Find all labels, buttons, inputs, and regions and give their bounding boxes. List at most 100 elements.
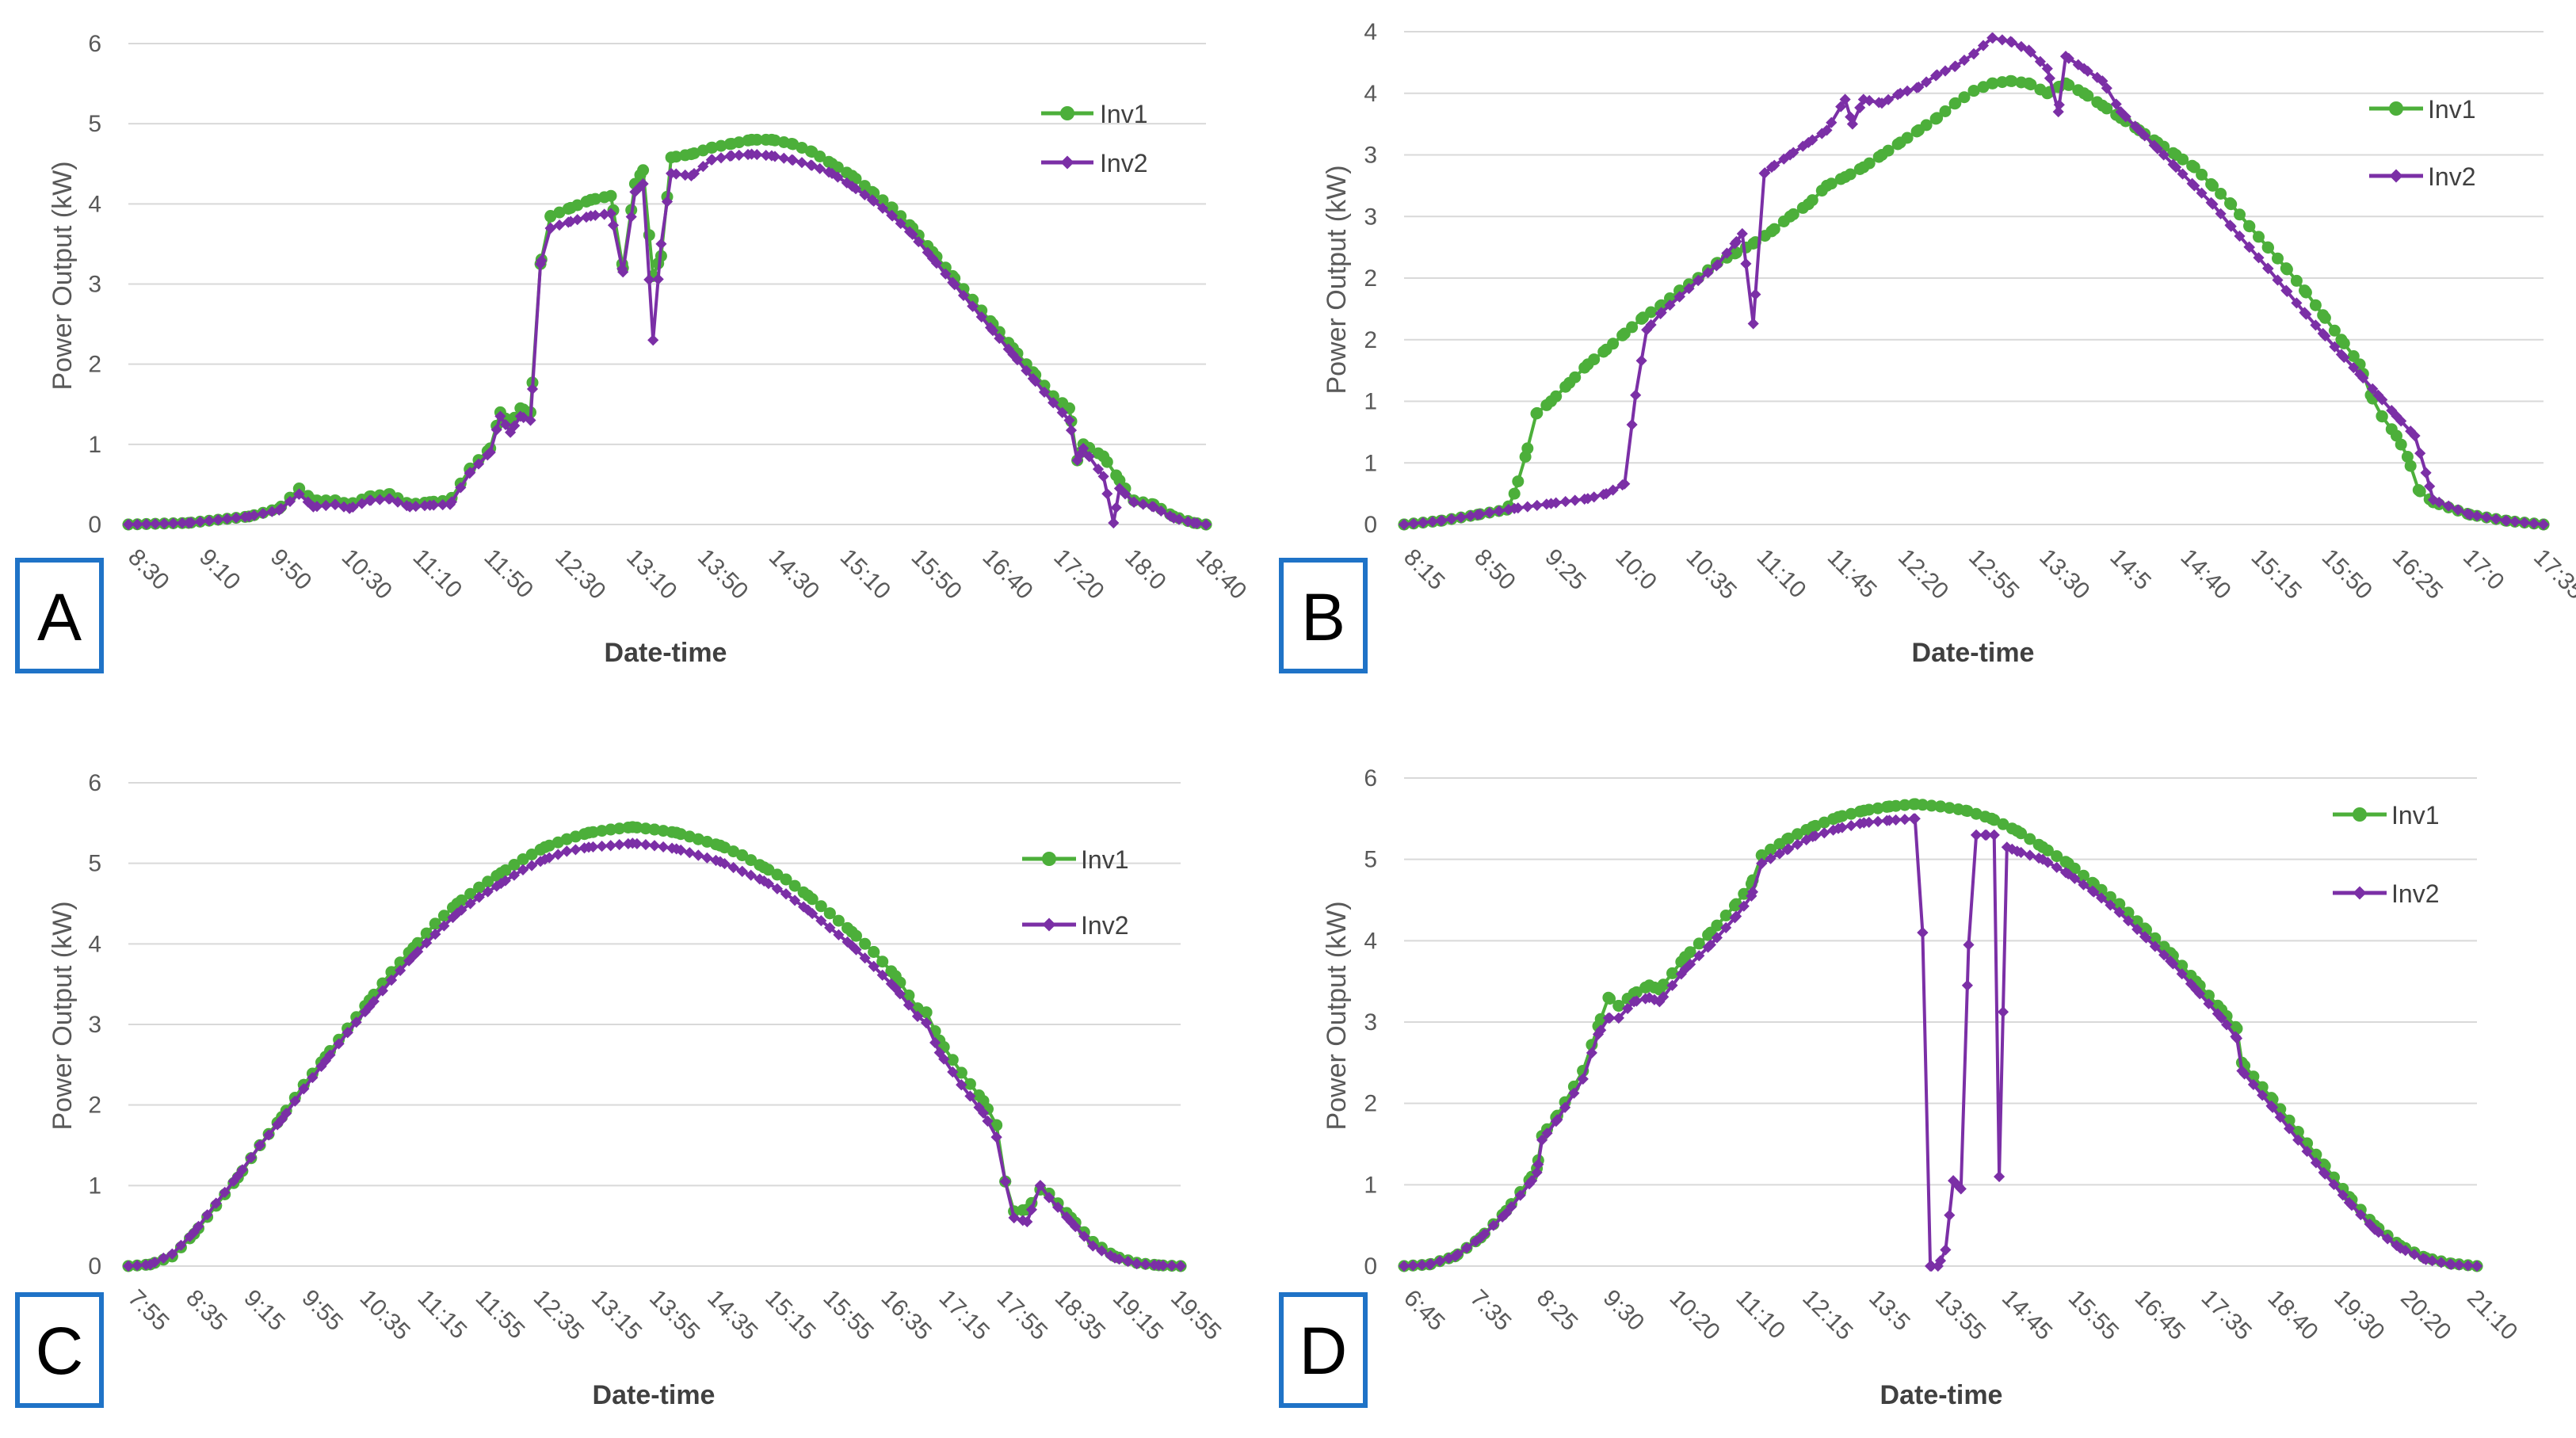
point-inv2-c xyxy=(758,875,770,887)
point-inv2-a xyxy=(1083,451,1095,463)
point-inv1-c xyxy=(657,825,670,837)
point-inv1-b xyxy=(1563,376,1576,389)
point-inv1-b xyxy=(2309,299,2322,311)
point-inv1-a xyxy=(845,170,858,182)
y-axis-label-c: Power Output (kW) xyxy=(48,901,78,1130)
point-inv2-b xyxy=(2005,36,2017,48)
point-inv2-a xyxy=(273,504,285,516)
x-tick-label-a: 11:10 xyxy=(408,544,467,604)
y-tick-label-d: 6 xyxy=(1364,765,1377,791)
point-inv1-c xyxy=(859,937,872,950)
point-inv1-b xyxy=(2290,274,2303,287)
x-tick-label-b: 9:25 xyxy=(1540,544,1591,596)
point-inv2-d xyxy=(1568,1087,1580,1099)
point-inv1-d xyxy=(1986,812,1998,825)
chart-panel-b: 0 1 1 2 2 3 3 4 4 8:15 8:50 9:25 10:0 10:35 11:10 11:45… xyxy=(1279,19,2576,673)
point-inv2-c xyxy=(714,856,727,868)
point-inv1-d xyxy=(1755,849,1768,861)
point-inv2-d xyxy=(1559,1101,1571,1113)
point-inv2-c xyxy=(307,1072,319,1084)
x-tick-label-c: 7:55 xyxy=(123,1285,174,1337)
point-inv2-c xyxy=(833,929,845,940)
point-inv2-a xyxy=(472,458,485,470)
y-tick-label-d: 3 xyxy=(1364,1009,1377,1036)
x-tick-label-b: 8:50 xyxy=(1469,544,1521,596)
point-inv2-b xyxy=(2420,467,2432,479)
point-inv1-d xyxy=(1602,991,1615,1004)
point-inv2-b xyxy=(1545,498,1557,509)
point-inv1-c xyxy=(964,1078,976,1090)
point-inv2-b xyxy=(1426,516,1439,528)
point-inv1-c xyxy=(429,917,441,930)
point-inv2-c xyxy=(745,869,757,881)
point-inv1-c xyxy=(613,822,626,835)
point-inv2-a xyxy=(230,512,242,524)
point-inv1-c xyxy=(437,910,450,922)
point-inv2-a xyxy=(1155,505,1167,517)
point-inv2-c xyxy=(289,1095,301,1107)
point-inv2-a xyxy=(183,517,195,529)
point-inv2-a xyxy=(212,513,224,526)
point-inv2-d xyxy=(1551,1114,1563,1126)
x-tick-label-a: 14:30 xyxy=(764,544,824,605)
y-tick-label-c: 6 xyxy=(88,770,101,796)
legend-label-inv2-c: Inv2 xyxy=(1081,911,1128,940)
point-inv2-b xyxy=(1435,515,1447,527)
point-inv2-c xyxy=(859,952,871,964)
x-tick-label-c: 12:35 xyxy=(529,1285,589,1345)
y-tick-label-c: 5 xyxy=(88,851,101,877)
point-inv2-a xyxy=(494,410,506,422)
point-inv2-c xyxy=(929,1036,941,1049)
point-inv2-b xyxy=(1626,418,1638,431)
point-inv1-b xyxy=(2215,188,2227,200)
point-inv2-c xyxy=(570,844,582,856)
point-inv2-c xyxy=(1025,1203,1037,1215)
x-tick-label-a: 18:40 xyxy=(1191,544,1251,605)
point-inv1-b xyxy=(1508,487,1521,500)
point-inv2-c xyxy=(376,985,388,997)
x-tick-label-d: 19:30 xyxy=(2329,1285,2389,1345)
x-tick-label-d: 16:45 xyxy=(2130,1285,2190,1345)
point-inv1-c xyxy=(955,1066,967,1079)
point-inv1-d xyxy=(1792,828,1803,841)
point-inv1-a xyxy=(715,139,727,152)
point-inv2-c xyxy=(482,886,494,898)
point-inv1-d xyxy=(1883,800,1895,813)
point-inv2-a xyxy=(455,482,467,494)
point-inv2-a xyxy=(715,152,727,164)
point-inv2-b xyxy=(1464,510,1476,522)
point-inv2-c xyxy=(582,841,595,853)
point-inv1-b xyxy=(2243,220,2256,233)
x-tick-label-b: 14:5 xyxy=(2105,544,2156,596)
x-tick-label-b: 14:40 xyxy=(2175,544,2235,605)
x-tick-label-b: 15:15 xyxy=(2246,544,2307,605)
x-tick-label-d: 6:45 xyxy=(1399,1285,1450,1337)
point-inv1-b xyxy=(1958,91,1971,104)
point-inv1-c xyxy=(946,1054,959,1066)
point-inv1-c xyxy=(582,826,595,839)
point-inv2-c xyxy=(350,1017,362,1028)
point-inv1-b xyxy=(1582,358,1594,371)
x-tick-label-c: 15:15 xyxy=(760,1285,820,1345)
point-inv2-a xyxy=(307,501,319,513)
point-inv2-c xyxy=(1021,1216,1033,1228)
point-inv2-d xyxy=(1577,1073,1589,1085)
point-inv2-c xyxy=(911,1010,924,1022)
point-inv2-c xyxy=(319,1055,332,1066)
point-inv1-a xyxy=(637,164,650,177)
x-tick-label-c: 9:55 xyxy=(296,1285,348,1337)
point-inv2-a xyxy=(484,446,496,459)
point-inv2-c xyxy=(219,1186,231,1198)
y-tick-label-d: 5 xyxy=(1364,847,1377,873)
x-tick-label-a: 9:10 xyxy=(194,544,246,596)
point-inv2-a xyxy=(733,149,745,161)
panel-label-box-a xyxy=(15,558,104,673)
point-inv2-a xyxy=(221,513,233,524)
point-inv2-a xyxy=(1092,463,1105,475)
point-inv1-c xyxy=(714,839,727,852)
point-inv2-c xyxy=(876,969,888,981)
x-tick-label-a: 11:50 xyxy=(479,544,538,604)
point-inv2-d xyxy=(1997,1006,2009,1018)
point-inv2-a xyxy=(384,493,395,505)
x-tick-label-d: 7:35 xyxy=(1465,1285,1517,1337)
